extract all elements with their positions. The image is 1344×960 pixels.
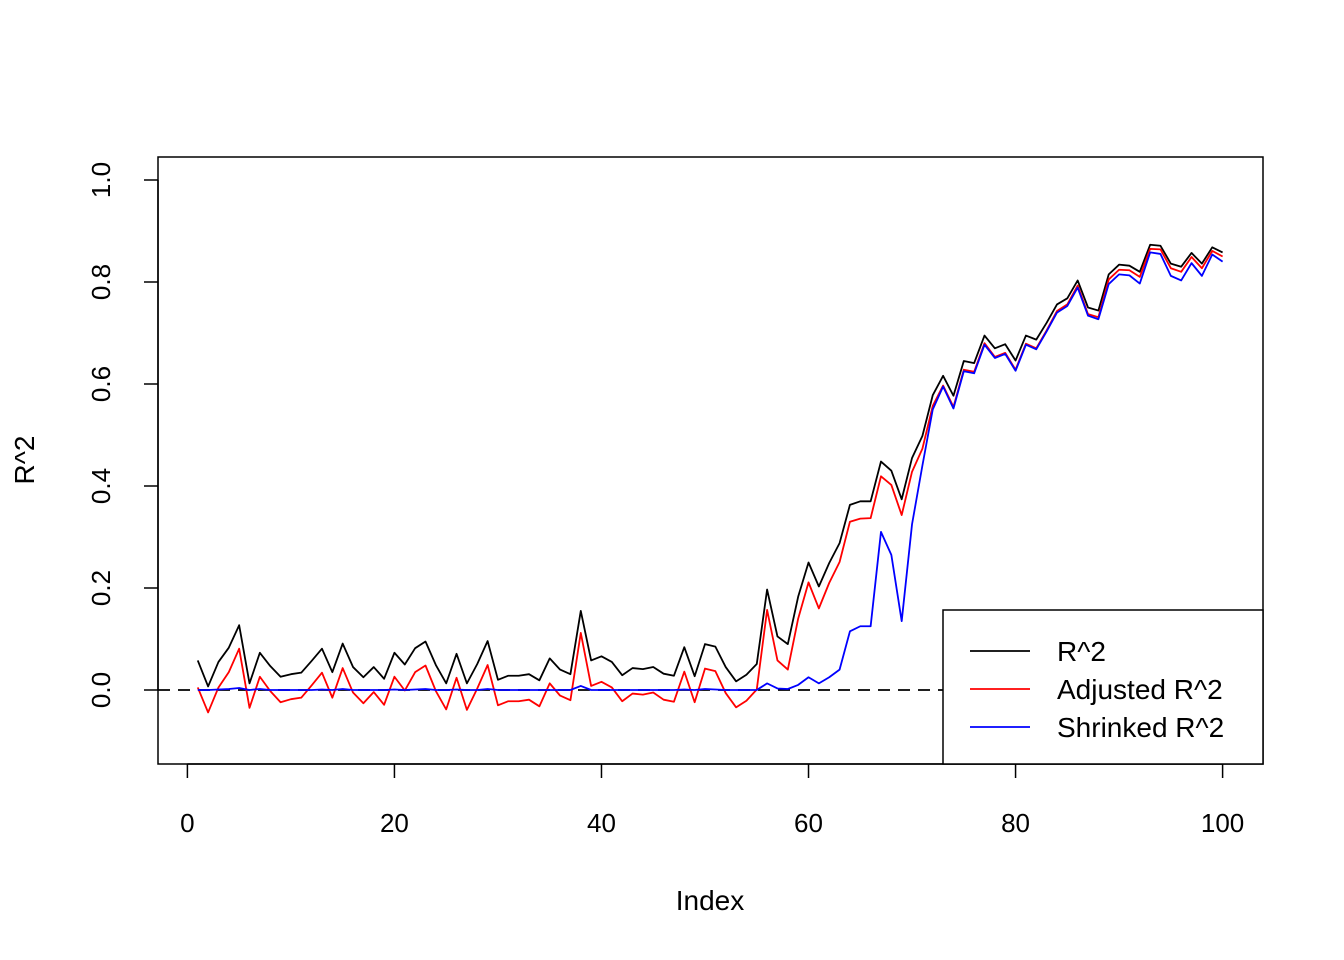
x-axis: 0 20 40 60 80 100 [180,763,1244,838]
x-tick-label: 20 [380,808,409,838]
legend-entry: Shrinked R^2 [1057,712,1224,743]
x-tick-label: 60 [794,808,823,838]
y-tick-label: 0.8 [86,264,116,300]
legend: R^2 Adjusted R^2 Shrinked R^2 [942,609,1264,765]
y-tick-label: 0.4 [86,468,116,504]
x-tick-label: 100 [1201,808,1244,838]
y-axis-label: R^2 [9,436,40,485]
y-axis: 0.0 0.2 0.4 0.6 0.8 1.0 [86,162,159,708]
x-tick-label: 80 [1001,808,1030,838]
x-axis-label: Index [676,885,745,916]
y-tick-label: 0.6 [86,366,116,402]
legend-box [942,609,1264,765]
series-line-2 [197,251,1224,691]
legend-entry: R^2 [1057,636,1106,667]
x-tick-label: 0 [180,808,194,838]
y-tick-label: 1.0 [86,162,116,198]
legend-entry: Adjusted R^2 [1057,674,1223,705]
y-tick-label: 0.2 [86,570,116,606]
y-tick-label: 0.0 [86,672,116,708]
series-line-0 [196,243,1223,688]
series-layer [196,243,1224,714]
x-tick-label: 40 [587,808,616,838]
